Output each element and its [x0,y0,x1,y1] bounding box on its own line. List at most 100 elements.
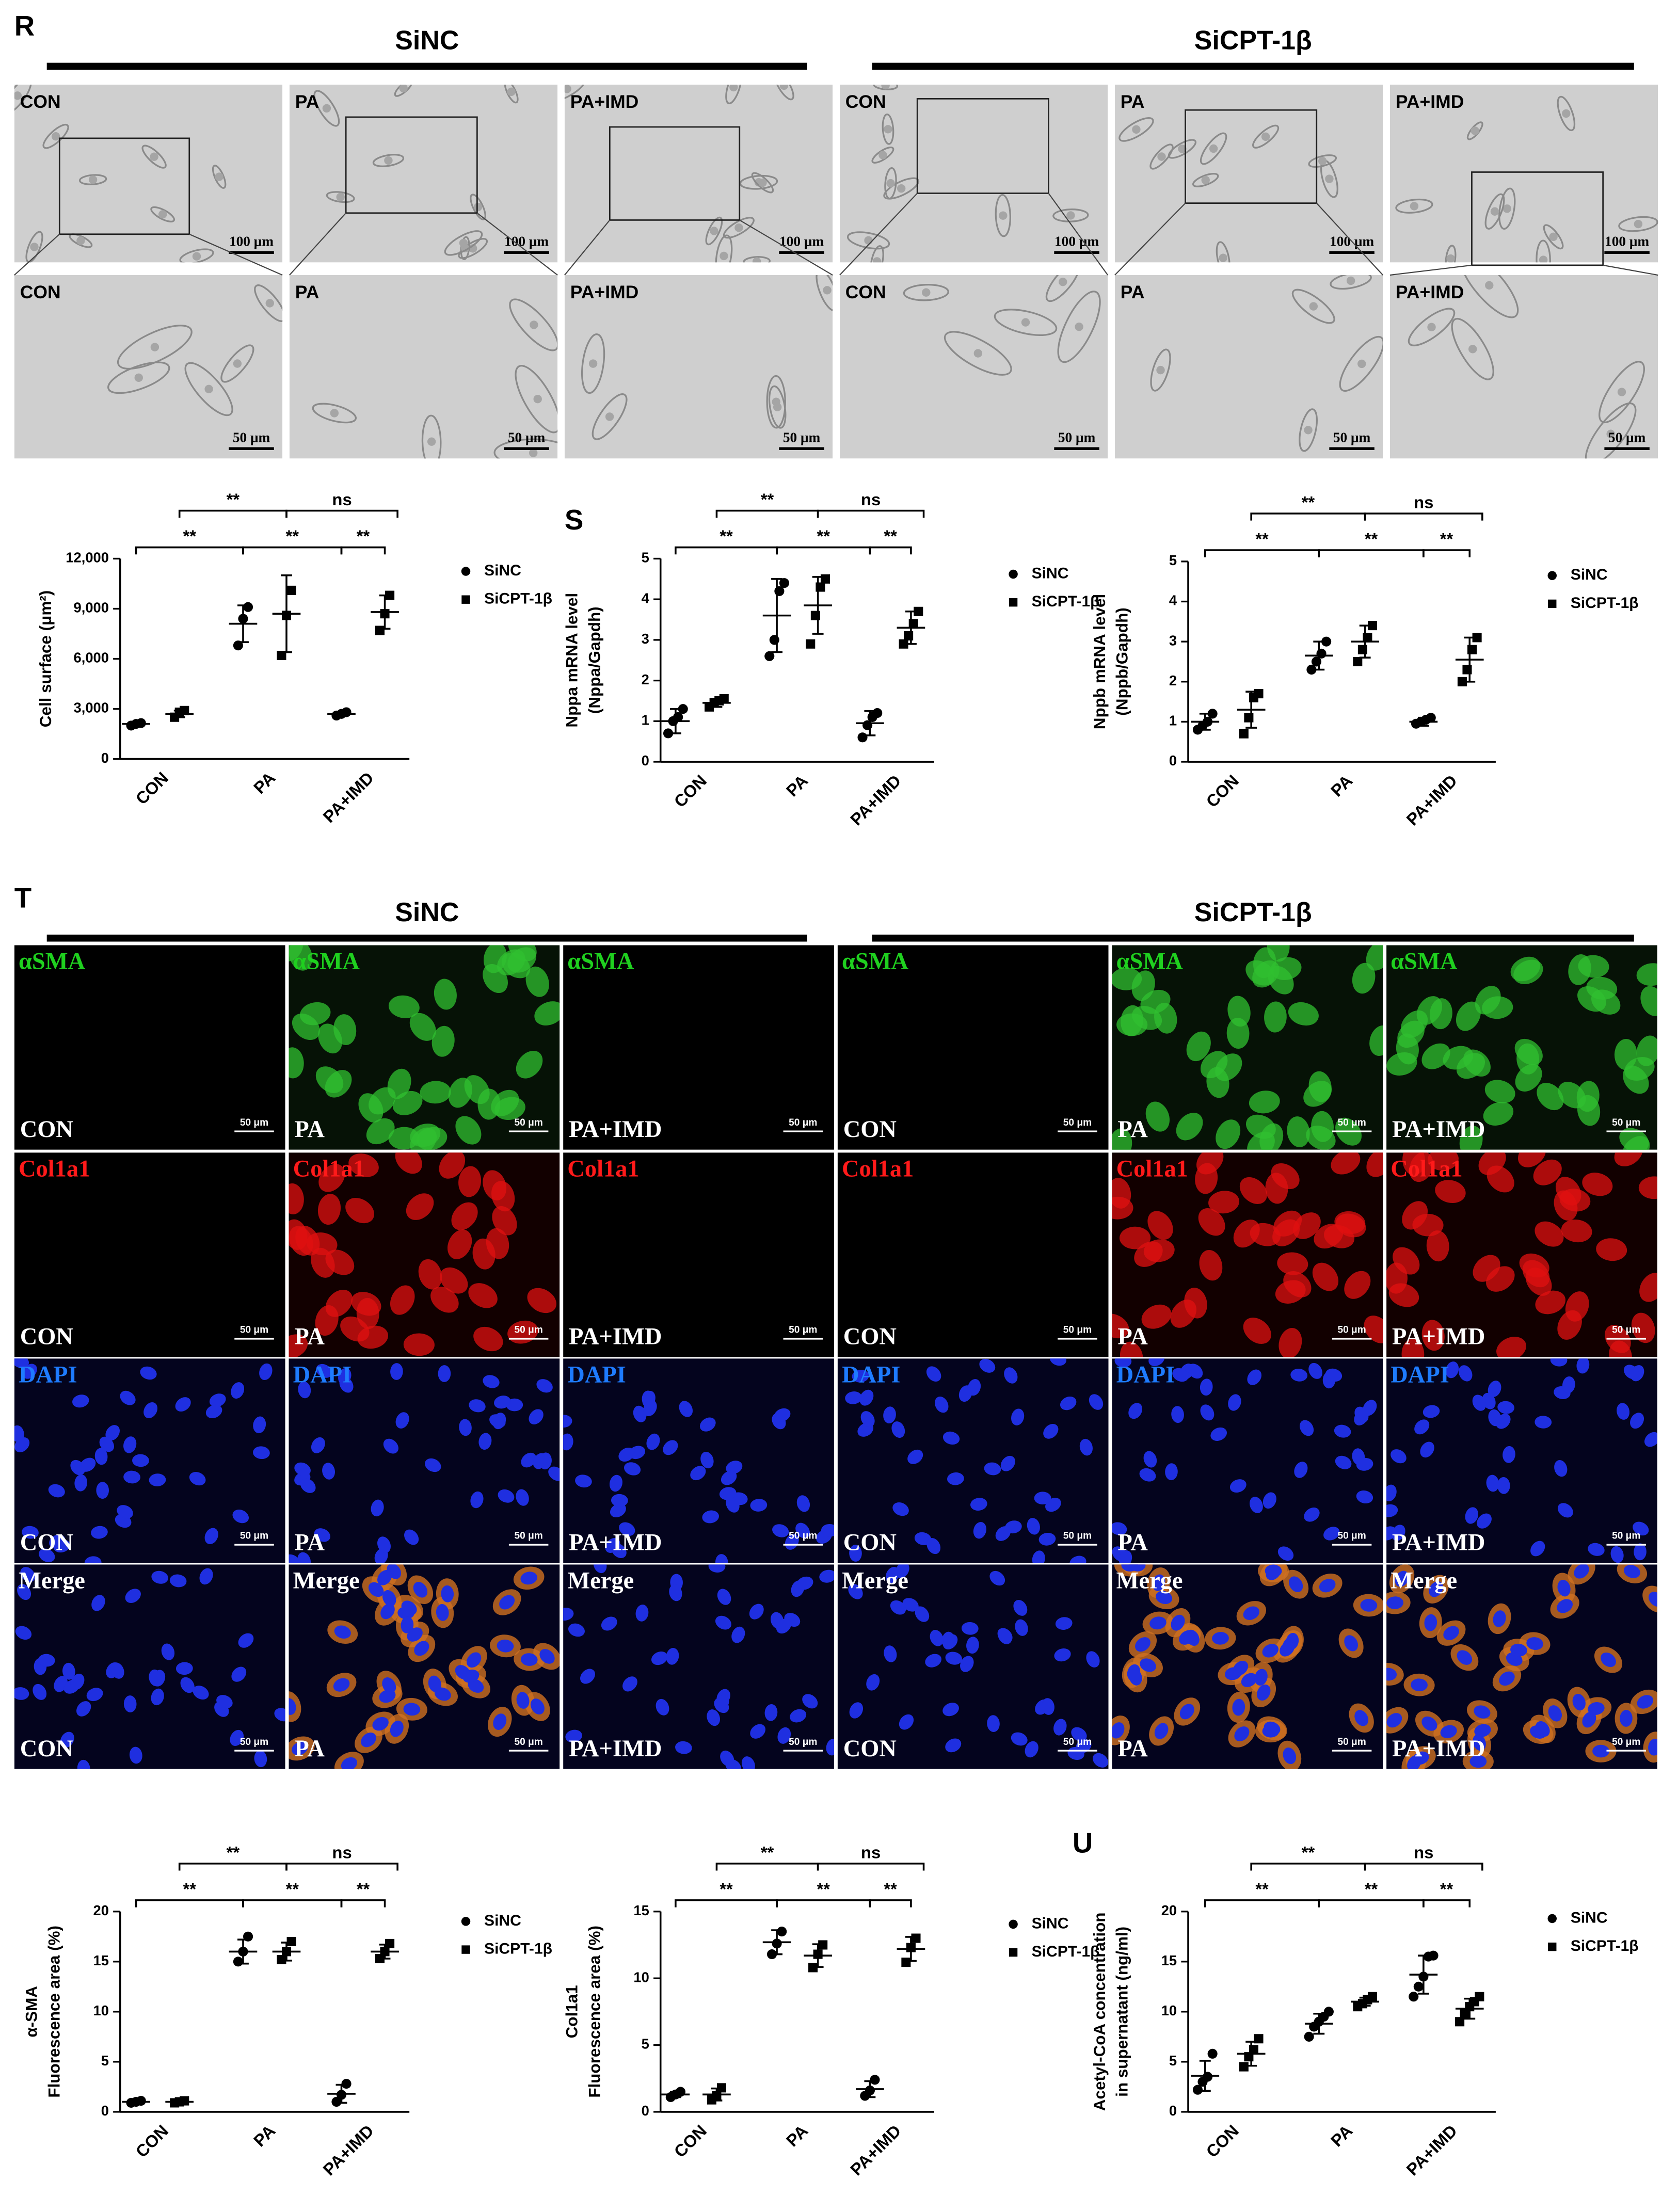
cytoplasm [1393,1247,1420,1275]
cytoplasm [1344,1271,1371,1299]
x-tick-label: PA [782,2121,812,2151]
cytoplasm [1120,1341,1143,1357]
nucleus [384,156,393,165]
y-tick-label: 5 [101,2053,109,2069]
y-tick-label: 0 [1169,2103,1177,2119]
nucleus [529,1409,544,1424]
image-label: PA+IMD [1396,91,1464,112]
data-point [243,602,253,612]
nucleus [151,1570,168,1584]
nucleus [864,236,873,245]
nucleus [533,1453,547,1469]
data-point [1192,2085,1203,2095]
nucleus [110,1662,124,1679]
nucleus [899,1714,914,1730]
cytoplasm [1250,1223,1281,1246]
nucleus [425,1458,441,1472]
image-label: PA+IMD [1392,1324,1485,1350]
nucleus [204,384,213,394]
data-point [870,2075,880,2085]
image-label: PA [295,282,319,302]
significance-bracket [715,1863,819,1871]
cytoplasm [1426,1230,1449,1262]
image-label: PA [295,91,319,112]
data-point [716,2083,727,2093]
cytoplasm [1312,1262,1339,1291]
cytoplasm [1112,1313,1129,1339]
nucleus [679,1401,693,1417]
cytoplasm [403,1333,435,1356]
nucleus [1471,126,1479,135]
nucleus [22,1364,37,1379]
nucleus [675,1741,692,1754]
nucleus [497,1639,514,1653]
nucleus [192,252,201,261]
nucleus [852,1369,869,1383]
nucleus [1179,1704,1194,1720]
nucleus [516,1489,529,1506]
data-point [1426,713,1436,723]
image-bg [837,1152,1109,1357]
x-tick-label: PA [782,771,812,800]
nucleus [726,1461,743,1474]
nucleus [1200,1379,1213,1396]
nucleus [1005,1520,1022,1534]
image-label: PA [1117,1736,1148,1762]
cytoplasm [1623,1065,1649,1094]
zoom-box [345,116,478,214]
cytoplasm [1288,1002,1319,1026]
nucleus [1212,1632,1229,1645]
nucleus [1059,277,1067,286]
nucleus [779,85,789,90]
nucleus [390,1363,403,1380]
nucleus [1243,1606,1260,1620]
data-point [1306,664,1317,675]
nucleus [1261,132,1270,141]
cytoplasm [1121,1005,1144,1036]
zoom-line [289,213,346,276]
data-point [1203,2072,1213,2082]
cell [743,256,771,263]
cytoplasm [1112,968,1142,990]
y-tick-label: 4 [1169,592,1177,608]
scale-label: 50 μm [240,1531,268,1542]
cell [739,174,778,190]
nucleus [297,1552,311,1563]
data-point [1249,2045,1258,2055]
cytoplasm [527,1288,556,1313]
fluorescence-image: Col1a1 PA+IMD 50 μm [563,1152,834,1357]
nucleus [593,1564,607,1574]
zoom-box [1185,109,1318,204]
x-tick-label: CON [1202,771,1242,811]
fluorescence-image: Merge PA+IMD 50 μm [563,1564,834,1769]
nucleus [1118,1550,1132,1563]
x-tick-label: PA [250,768,279,797]
nucleus [1630,1413,1644,1429]
cell [1118,117,1154,142]
nucleus [819,1569,834,1583]
nucleus [1129,1669,1142,1686]
data-point [901,1958,911,1967]
nucleus [973,1521,987,1539]
data-point [341,2079,351,2089]
y-tick-label: 0 [642,752,649,768]
legend-marker [1548,1942,1557,1951]
nucleus [1165,1463,1178,1481]
zoom-line [1389,264,1472,276]
legend-marker [1547,571,1557,580]
nucleus [1266,1565,1281,1580]
nucleus [859,1389,874,1406]
y-tick-label: 5 [642,2036,649,2052]
significance-bracket [1318,1899,1425,1908]
cytoplasm [1631,1312,1655,1343]
nucleus [1300,1420,1314,1436]
nucleus [193,1686,209,1700]
nucleus [372,1717,389,1731]
cytoplasm [369,1087,396,1115]
fluorescence-image: αSMA CON 50 μm [14,945,285,1150]
nucleus [699,1417,716,1432]
cytoplasm [468,1283,498,1308]
cytoplasm [390,1285,415,1315]
nucleus [998,1628,1012,1644]
significance-bracket [285,1863,398,1871]
